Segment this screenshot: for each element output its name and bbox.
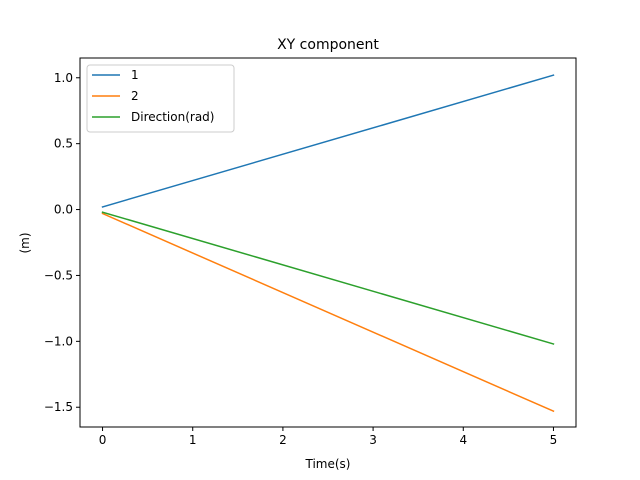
legend: 1 2 Direction(rad) [86,64,235,133]
x-axis-ticks: 0 1 2 3 4 5 [99,427,558,447]
x-tick-label: 2 [279,433,287,447]
legend-entries: 1 2 Direction(rad) [92,68,214,124]
x-tick-label: 5 [550,433,558,447]
y-axis-ticks: −1.5 −1.0 −0.5 0.0 0.5 1.0 [44,71,80,414]
series-line-3 [101,211,555,345]
x-tick-label: 0 [99,433,107,447]
legend-box [86,64,235,133]
x-tick-label: 3 [369,433,377,447]
y-tick-label: −0.5 [44,268,73,282]
legend-label-1: 1 [131,68,139,82]
series-line-2 [101,212,555,413]
plot-area [79,57,577,428]
series-layer [101,74,555,413]
y-tick-label: 0.5 [54,137,73,151]
y-tick-label: 1.0 [54,71,73,85]
y-tick-label: −1.0 [44,334,73,348]
x-tick-label: 4 [459,433,467,447]
legend-label-3: Direction(rad) [131,110,214,124]
y-tick-label: 0.0 [54,203,73,217]
legend-label-2: 2 [131,89,139,103]
x-axis-label: Time(s) [305,457,351,471]
series-line-1 [101,74,555,208]
plot-frame [79,57,577,428]
x-tick-label: 1 [189,433,197,447]
y-tick-label: −1.5 [44,400,73,414]
y-axis-label: (m) [18,232,32,253]
chart-title: XY component [277,37,379,53]
